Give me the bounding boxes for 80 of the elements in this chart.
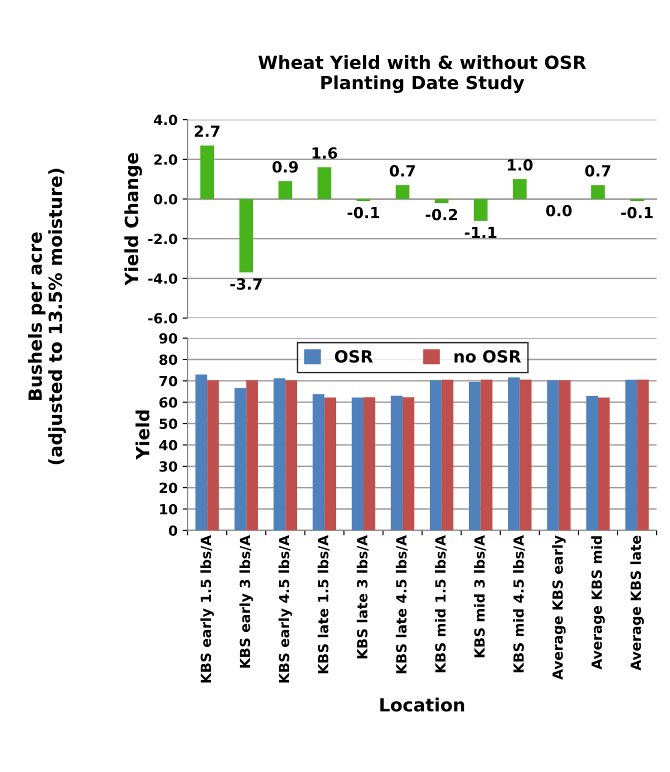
- text: 0.9: [272, 161, 298, 173]
- x-tick-label: KBS late 3 lbs/A: [356, 535, 369, 658]
- y-tick-label: 90: [159, 333, 178, 344]
- bar: [442, 380, 454, 530]
- bar: [430, 380, 442, 530]
- text: 0.0: [546, 204, 572, 216]
- bar: [637, 380, 649, 530]
- bar: [246, 380, 258, 530]
- bar: [318, 167, 332, 200]
- text: Bushels per acre (adjusted to 13.5% moisture): [28, 168, 66, 464]
- text: 2.7: [194, 125, 220, 137]
- x-tick-label: Average KBS mid: [591, 536, 605, 670]
- bar: [352, 398, 364, 530]
- x-tick-label: KBS late 4.5 lbs/A: [396, 535, 408, 674]
- chart-title: Wheat Yield with & without OSR Planting Date Study: [258, 55, 586, 93]
- bar: [285, 380, 298, 530]
- legend-label: OSR: [334, 350, 373, 363]
- y-tick-label: -4.0: [148, 273, 178, 284]
- y-tick-label: 70: [159, 376, 178, 386]
- y-tick-label: 30: [159, 461, 178, 472]
- bar: [274, 378, 286, 530]
- bar: [512, 179, 527, 200]
- x-axis-title: Location: [380, 698, 464, 712]
- y-tick-label: 20: [160, 482, 178, 494]
- bar: [586, 396, 598, 530]
- text: -3.7: [230, 278, 262, 290]
- bar: [625, 380, 638, 530]
- x-tick-label: KBS early 4.5 lbs/A: [278, 535, 292, 683]
- bar: [200, 145, 214, 200]
- text: 1.0: [508, 159, 533, 171]
- bar: [390, 396, 403, 530]
- bar: [520, 380, 532, 530]
- text: 0.7: [585, 165, 610, 177]
- y-tick-label: 2.0: [154, 154, 178, 165]
- text: -1.1: [464, 226, 496, 238]
- legend-label: no OSR: [454, 350, 521, 363]
- y-tick-label: 10: [160, 504, 178, 514]
- bar: [234, 388, 246, 530]
- bar: [598, 398, 610, 530]
- bar: [396, 185, 410, 200]
- text: -0.1: [348, 206, 380, 218]
- y-axis-title: Yield Change: [124, 153, 142, 286]
- x-tick-label: Average KBS late: [630, 536, 644, 671]
- y-tick-label: 50: [160, 418, 178, 430]
- bar: [591, 185, 605, 200]
- text: 1.6: [312, 147, 338, 159]
- y-tick-label: 40: [159, 440, 178, 450]
- y-tick-label: -2.0: [148, 234, 178, 244]
- text: -0.1: [621, 206, 653, 218]
- bar: [312, 394, 324, 530]
- x-tick-label: KBS mid 4.5 lbs/A: [513, 535, 525, 672]
- y-tick-label: 80: [159, 354, 178, 365]
- bar: [434, 199, 448, 203]
- x-tick-label: KBS mid 3 lbs/A: [474, 535, 486, 658]
- y-tick-label: 0.0: [154, 194, 178, 204]
- bar: [474, 199, 488, 221]
- bar: [547, 380, 559, 530]
- y-axis-title: Yield: [136, 410, 150, 460]
- bar: [363, 397, 376, 530]
- y-tick-label: -6.0: [148, 313, 178, 324]
- bar: [195, 374, 208, 530]
- bar: [508, 377, 520, 530]
- bar: [469, 382, 481, 530]
- y-tick-label: 4.0: [154, 114, 178, 126]
- bar: [278, 181, 292, 200]
- text: 0.7: [390, 165, 415, 177]
- x-tick-label: KBS mid 1.5 lbs/A: [434, 535, 447, 672]
- x-tick-label: KBS early 3 lbs/A: [239, 535, 253, 668]
- bar: [558, 380, 571, 530]
- bar: [402, 397, 414, 530]
- bar: [239, 199, 254, 272]
- x-tick-label: Average KBS early: [552, 535, 566, 680]
- y-tick-label: 60: [159, 397, 178, 408]
- y-tick-label: 0: [168, 525, 178, 536]
- x-tick-label: KBS early 1.5 lbs/A: [200, 535, 214, 683]
- text: -0.2: [426, 208, 458, 220]
- bar: [324, 398, 336, 530]
- bar: [207, 380, 219, 530]
- x-tick-label: KBS late 1.5 lbs/A: [318, 535, 330, 674]
- bar: [480, 380, 492, 530]
